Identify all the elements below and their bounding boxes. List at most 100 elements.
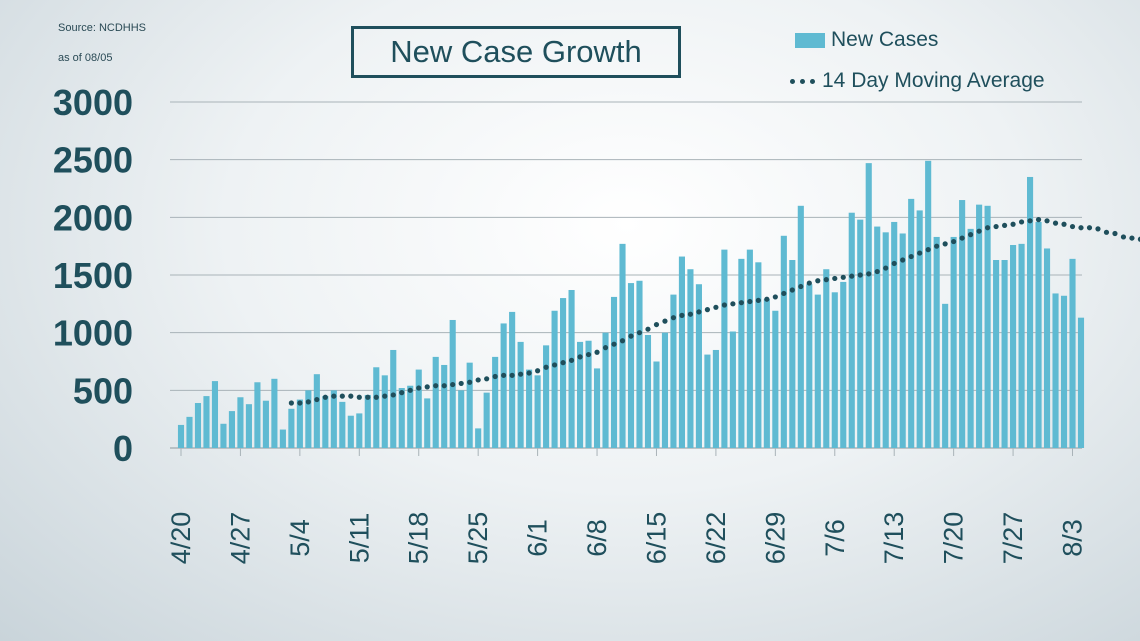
bar [305,390,312,448]
moving-average-point [1069,223,1076,230]
bar [560,298,567,448]
bar [543,345,550,448]
chart-title: New Case Growth [351,26,681,78]
bar [254,382,261,448]
moving-average-point [1086,225,1093,231]
as-of-date: as of 08/05 [58,52,113,64]
moving-average-point [1052,220,1059,226]
moving-average-point [993,223,999,230]
bar [772,310,779,448]
moving-average-point [840,274,846,280]
bar [840,281,847,448]
moving-average-point [908,253,914,260]
bar [262,400,269,448]
moving-average-point [501,372,507,378]
moving-average-point [492,373,498,380]
moving-average-point [781,290,787,297]
x-tick-label: 6/29 [760,512,790,565]
x-tick-label: 6/1 [523,519,553,557]
bar [1027,176,1034,448]
bar [322,396,329,448]
moving-average-point [458,380,464,387]
moving-average-point [1112,230,1118,237]
moving-average-point [416,385,422,391]
moving-average-point [331,393,337,399]
bar [228,411,235,448]
bar [942,303,949,448]
bar [984,205,991,448]
moving-average-point [602,345,609,351]
moving-average-point [1061,221,1067,227]
moving-average-point [1078,225,1084,231]
bar [763,299,770,448]
moving-average-point [526,370,532,376]
moving-average-point [917,250,923,256]
moving-average-point [509,372,515,378]
bar [695,284,702,448]
bar [729,331,736,448]
bar [967,228,974,448]
bar [993,260,1000,448]
x-tick-label: 5/25 [463,512,493,565]
moving-average-point [687,311,694,317]
x-tick-label: 8/3 [1058,519,1088,557]
source-label: Source: NCDHHS [58,22,147,34]
bar [704,354,711,448]
x-tick-label: 7/27 [998,512,1028,565]
bar [466,362,473,448]
x-tick-label: 5/11 [344,513,374,564]
bar [296,399,303,448]
moving-average-point [560,360,566,366]
moving-average-point [764,296,770,302]
x-tick-label: 4/20 [166,512,196,565]
bar [424,398,431,448]
bar [916,210,923,448]
bar [441,364,448,448]
moving-average-point [849,273,855,279]
moving-average-point [594,349,600,355]
moving-average-point [365,394,371,400]
moving-average-point [891,260,897,267]
bar [1060,295,1068,448]
moving-average-point [747,298,753,305]
bar [806,284,813,448]
moving-average-point [407,387,413,393]
bar [712,349,719,448]
bar [925,160,932,448]
bar [509,311,516,448]
bar [577,341,584,448]
moving-average-point [1120,234,1127,240]
bar [593,368,601,448]
moving-average-point [577,354,583,360]
bar [1018,243,1025,448]
bar [517,341,524,448]
bar [831,292,838,448]
legend-moving-average-label: 14 Day Moving Average [822,69,1045,92]
moving-average-point [738,300,744,306]
bar [1035,221,1042,448]
legend-bar-swatch [795,32,825,48]
moving-average-point [951,238,957,245]
bar [1043,248,1051,448]
bar [687,269,694,448]
moving-average-point [976,228,982,234]
bar [271,378,278,448]
moving-average-point [815,278,821,284]
bar [458,390,465,448]
bar [500,323,507,448]
moving-average-point [348,393,354,399]
moving-average-point [900,257,906,263]
bar [483,392,490,448]
bar [780,235,787,448]
moving-average-point [322,394,328,400]
moving-average-point [628,333,634,339]
bar [678,256,685,448]
bar [390,349,397,448]
moving-average-point [543,364,549,370]
bar [356,413,363,448]
bar [534,375,541,448]
bar [882,232,889,448]
bar [627,283,635,448]
legend-moving-average: 14 Day Moving Average [790,69,1045,93]
x-tick-label: 5/18 [404,512,434,565]
